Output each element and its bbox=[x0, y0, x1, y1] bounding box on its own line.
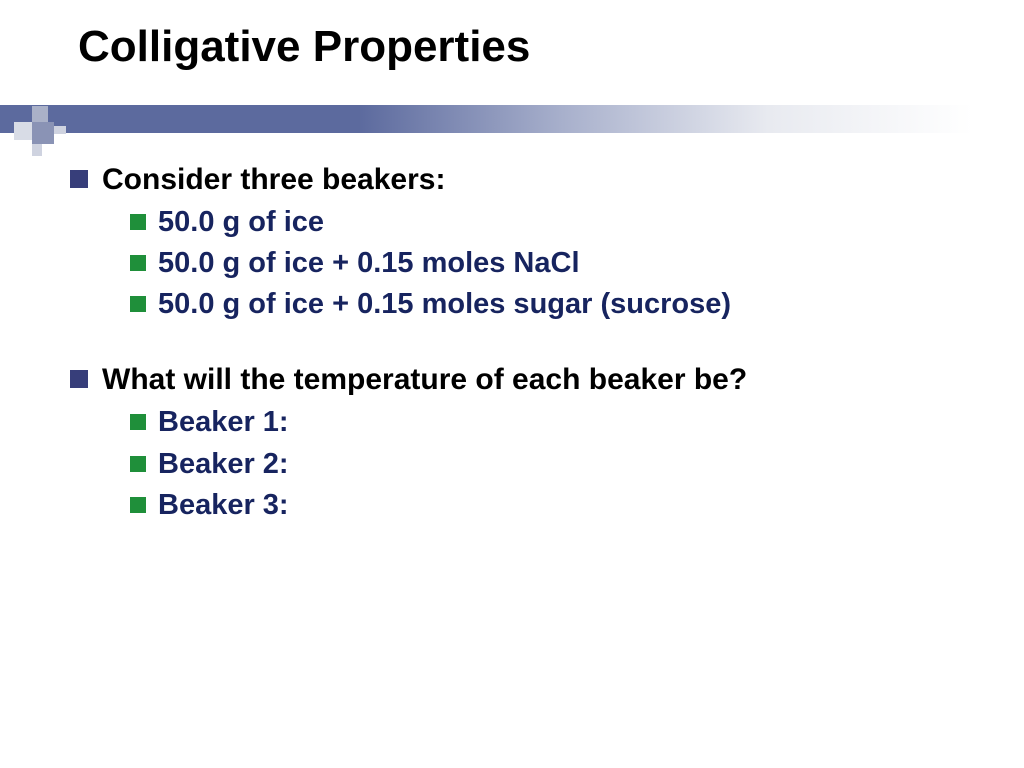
square-bullet-icon bbox=[130, 456, 146, 472]
square-bullet-icon bbox=[130, 296, 146, 312]
square-bullet-icon bbox=[130, 414, 146, 430]
bullet-level2: 50.0 g of ice bbox=[130, 203, 970, 242]
slide-title: Colligative Properties bbox=[0, 0, 1024, 72]
bullet-level1: Consider three beakers: bbox=[70, 160, 970, 199]
bullet-text: 50.0 g of ice bbox=[158, 203, 324, 242]
bullet-level2: Beaker 2: bbox=[130, 445, 970, 484]
bullet-text: Beaker 3: bbox=[158, 486, 289, 525]
bullet-text: Consider three beakers: bbox=[102, 160, 445, 199]
square-bullet-icon bbox=[130, 214, 146, 230]
square-bullet-icon bbox=[130, 497, 146, 513]
corner-decoration bbox=[14, 106, 66, 158]
square-bullet-icon bbox=[70, 170, 88, 188]
bullet-text: Beaker 1: bbox=[158, 403, 289, 442]
bullet-level2: 50.0 g of ice + 0.15 moles NaCl bbox=[130, 244, 970, 283]
square-bullet-icon bbox=[130, 255, 146, 271]
bullet-text: Beaker 2: bbox=[158, 445, 289, 484]
bullet-level2: Beaker 1: bbox=[130, 403, 970, 442]
bullet-text: 50.0 g of ice + 0.15 moles NaCl bbox=[158, 244, 580, 283]
slide-content: Consider three beakers: 50.0 g of ice 50… bbox=[70, 160, 970, 527]
divider-bar bbox=[0, 105, 1024, 133]
bullet-level2: 50.0 g of ice + 0.15 moles sugar (sucros… bbox=[130, 285, 970, 324]
bullet-text: 50.0 g of ice + 0.15 moles sugar (sucros… bbox=[158, 285, 731, 324]
bullet-text: What will the temperature of each beaker… bbox=[102, 360, 747, 399]
spacer bbox=[70, 326, 970, 360]
square-bullet-icon bbox=[70, 370, 88, 388]
bullet-level1: What will the temperature of each beaker… bbox=[70, 360, 970, 399]
bullet-level2: Beaker 3: bbox=[130, 486, 970, 525]
